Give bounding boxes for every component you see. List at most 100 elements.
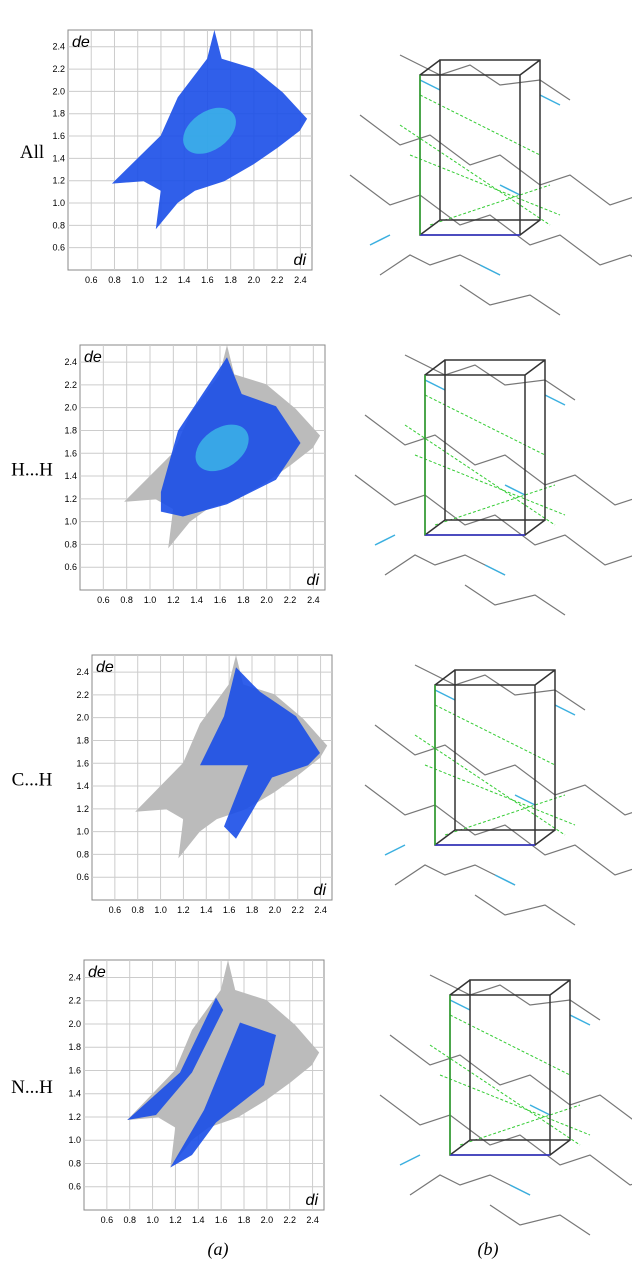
fingerprint-contact [127, 997, 224, 1120]
x-tick-label: 1.6 [214, 595, 227, 605]
y-tick-label: 2.0 [64, 403, 77, 413]
x-tick-label: 1.6 [201, 275, 214, 285]
x-tick-label: 0.6 [85, 275, 98, 285]
x-tick-label: 2.0 [248, 275, 261, 285]
x-tick-label: 2.2 [271, 275, 284, 285]
y-tick-label: 2.2 [64, 380, 77, 390]
y-tick-label: 1.8 [64, 425, 77, 435]
y-tick-label: 2.4 [52, 42, 65, 52]
y-tick-label: 0.6 [76, 872, 89, 882]
x-axis-label: di [307, 572, 320, 589]
y-tick-label: 0.8 [52, 220, 65, 230]
y-tick-label: 1.4 [64, 471, 77, 481]
y-tick-label: 1.6 [52, 131, 65, 141]
x-axis-label: di [294, 252, 307, 269]
x-tick-label: 2.2 [291, 905, 304, 915]
row-label: N...H [11, 1077, 53, 1098]
y-tick-label: 1.6 [76, 758, 89, 768]
x-tick-label: 1.8 [246, 905, 259, 915]
x-tick-label: 0.6 [101, 1215, 114, 1225]
x-tick-label: 2.0 [269, 905, 282, 915]
x-tick-label: 2.2 [284, 595, 297, 605]
caption: (b) [478, 1239, 499, 1260]
y-tick-label: 1.4 [68, 1089, 81, 1099]
y-tick-label: 0.6 [64, 562, 77, 572]
x-tick-label: 1.8 [224, 275, 237, 285]
x-tick-label: 1.2 [169, 1215, 182, 1225]
x-tick-label: 0.8 [120, 595, 133, 605]
y-tick-label: 2.2 [68, 996, 81, 1006]
y-tick-label: 1.0 [68, 1135, 81, 1145]
y-tick-label: 1.6 [68, 1065, 81, 1075]
x-tick-label: 1.4 [192, 1215, 205, 1225]
y-axis-label: de [72, 34, 90, 51]
y-tick-label: 0.8 [76, 849, 89, 859]
x-tick-label: 2.0 [260, 595, 273, 605]
x-tick-label: 1.0 [154, 905, 167, 915]
x-tick-label: 2.4 [294, 275, 307, 285]
y-axis-label: de [88, 964, 106, 981]
y-tick-label: 2.0 [76, 713, 89, 723]
fingerprint-contact [170, 1022, 276, 1168]
crystal-packing [354, 354, 632, 616]
y-tick-label: 1.4 [52, 153, 65, 163]
x-tick-label: 0.8 [108, 275, 121, 285]
y-tick-label: 1.2 [52, 176, 65, 186]
x-tick-label: 2.4 [314, 905, 327, 915]
x-tick-label: 1.4 [178, 275, 191, 285]
fingerprint-core [195, 424, 249, 472]
x-tick-label: 0.8 [131, 905, 144, 915]
y-tick-label: 1.2 [76, 804, 89, 814]
x-tick-label: 2.2 [283, 1215, 296, 1225]
x-tick-label: 1.0 [144, 595, 157, 605]
row-label: All [20, 142, 44, 163]
y-tick-label: 0.8 [64, 539, 77, 549]
y-tick-label: 1.0 [64, 517, 77, 527]
x-tick-label: 1.4 [200, 905, 213, 915]
x-tick-label: 1.8 [238, 1215, 251, 1225]
y-tick-label: 1.8 [76, 735, 89, 745]
crystal-packing [379, 974, 632, 1236]
y-tick-label: 2.4 [64, 357, 77, 367]
x-tick-label: 1.2 [167, 595, 180, 605]
crystal-packing [349, 54, 632, 316]
x-tick-label: 1.2 [155, 275, 168, 285]
y-tick-label: 2.2 [52, 64, 65, 74]
caption: (a) [208, 1239, 229, 1260]
x-axis-label: di [306, 1192, 319, 1209]
y-tick-label: 1.4 [76, 781, 89, 791]
x-tick-label: 0.6 [97, 595, 110, 605]
x-tick-label: 1.0 [131, 275, 144, 285]
y-tick-label: 2.2 [76, 690, 89, 700]
y-tick-label: 0.8 [68, 1158, 81, 1168]
x-tick-label: 2.0 [261, 1215, 274, 1225]
y-tick-label: 1.6 [64, 448, 77, 458]
x-tick-label: 2.4 [306, 1215, 319, 1225]
x-tick-label: 0.8 [123, 1215, 136, 1225]
y-tick-label: 1.2 [68, 1112, 81, 1122]
y-tick-label: 1.2 [64, 494, 77, 504]
y-axis-label: de [96, 659, 114, 676]
x-tick-label: 1.0 [146, 1215, 159, 1225]
x-tick-label: 1.6 [223, 905, 236, 915]
y-tick-label: 1.8 [68, 1042, 81, 1052]
y-tick-label: 2.4 [76, 667, 89, 677]
y-tick-label: 1.8 [52, 109, 65, 119]
crystal-packing [364, 664, 632, 926]
x-tick-label: 1.6 [215, 1215, 228, 1225]
x-tick-label: 2.4 [307, 595, 320, 605]
y-tick-label: 1.0 [52, 198, 65, 208]
x-tick-label: 1.2 [177, 905, 190, 915]
fingerprint-core [183, 107, 236, 154]
y-tick-label: 2.0 [68, 1019, 81, 1029]
x-axis-label: di [314, 882, 327, 899]
y-tick-label: 0.6 [68, 1182, 81, 1192]
row-label: C...H [12, 770, 53, 791]
y-tick-label: 0.6 [52, 243, 65, 253]
y-tick-label: 1.0 [76, 827, 89, 837]
x-tick-label: 1.4 [190, 595, 203, 605]
y-axis-label: de [84, 349, 102, 366]
fingerprint-contact [200, 667, 320, 839]
y-tick-label: 2.4 [68, 972, 81, 982]
